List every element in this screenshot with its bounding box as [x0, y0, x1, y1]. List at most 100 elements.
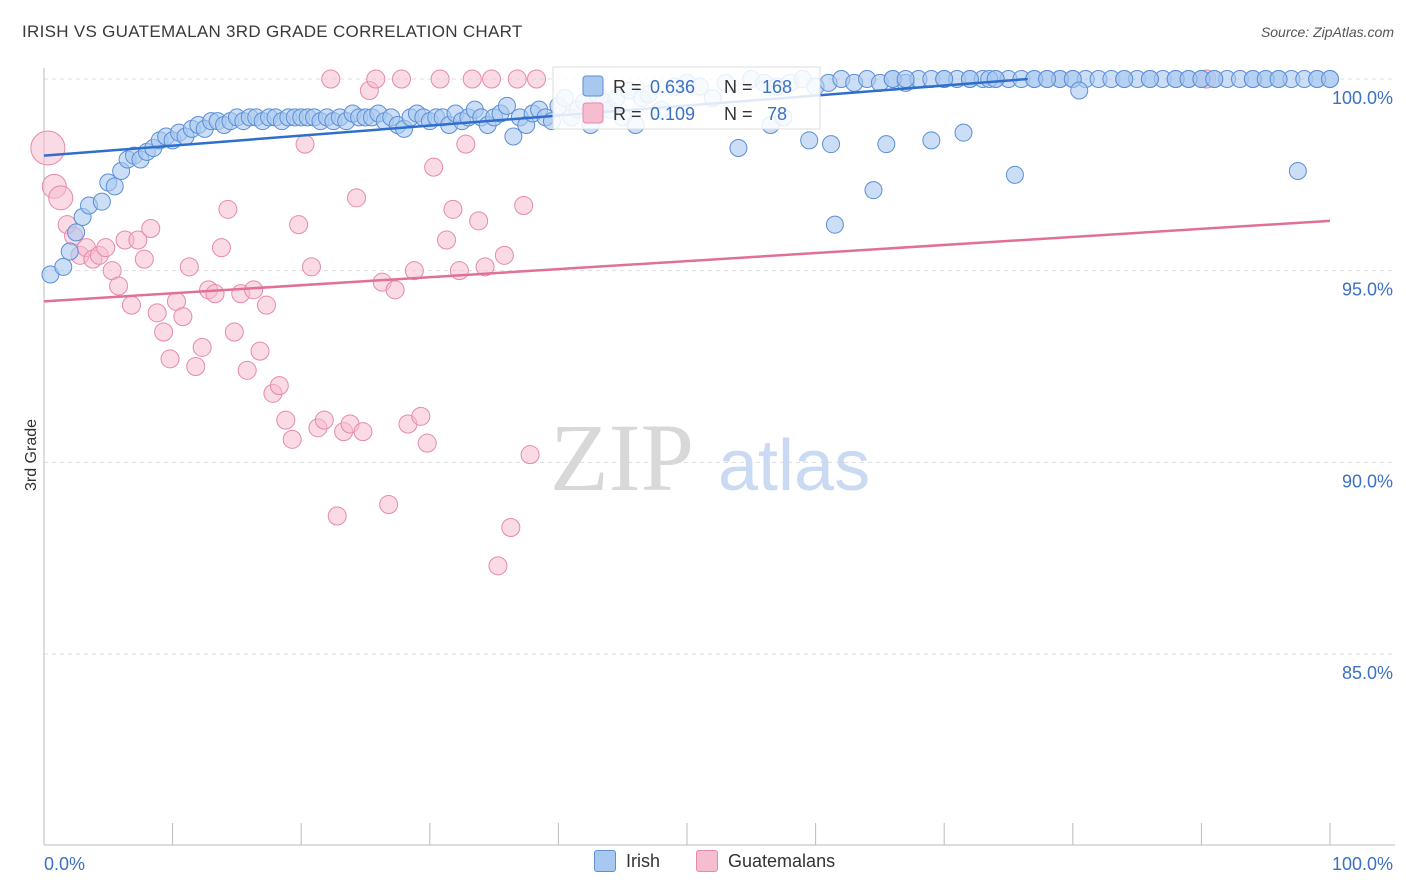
guatemalans-point	[494, 245, 514, 265]
guatemalans-trend-line	[43, 219, 1331, 303]
irish-point	[822, 135, 841, 154]
y-tick-label-100: 100.0%	[1332, 88, 1393, 108]
guatemalans-point	[205, 284, 225, 304]
guatemalans-point	[48, 185, 74, 211]
legend-label-irish: Irish	[626, 850, 661, 871]
guatemalans-point	[160, 349, 180, 369]
guatemalans-point	[462, 69, 482, 89]
guatemalans-point	[121, 295, 141, 315]
guatemalans-point	[128, 230, 148, 250]
guatemalans-point	[327, 506, 347, 526]
guat-r-value: 0.109	[650, 104, 695, 124]
irish-swatch	[582, 75, 604, 97]
irish-point	[60, 242, 79, 261]
guatemalans-point	[437, 230, 457, 250]
axes	[43, 68, 1395, 846]
guatemalans-point	[295, 134, 315, 154]
irish-r-value: 0.636	[650, 77, 695, 97]
guatemalans-point	[109, 276, 129, 296]
guatemalans-point	[256, 295, 276, 315]
guatemalans-point	[30, 130, 66, 166]
legend-label-guatemalans: Guatemalans	[728, 850, 836, 871]
irish-point	[1269, 70, 1288, 88]
guatemalans-point	[430, 69, 450, 89]
guatemalans-point	[527, 69, 547, 89]
x-tick-label-0: 0.0%	[44, 854, 85, 874]
guatemalans-point	[282, 429, 302, 449]
guatemalans-point	[501, 518, 521, 537]
irish-point	[54, 257, 73, 276]
guatemalans-point	[456, 134, 476, 154]
irish-point	[1288, 162, 1307, 180]
irish-n-label: N =	[724, 77, 753, 97]
guatemalans-point	[237, 360, 257, 380]
guatemalans-point	[507, 69, 527, 89]
guatemalans-point	[411, 406, 431, 426]
guatemalans-point	[134, 249, 154, 269]
irish-point	[954, 123, 973, 142]
guat-swatch	[582, 102, 604, 124]
guatemalans-point	[276, 410, 296, 430]
guat-n-value: 78	[762, 104, 787, 124]
irish-point	[1070, 81, 1089, 100]
guatemalans-point	[314, 410, 334, 430]
y-tick-label-85: 85.0%	[1342, 663, 1393, 683]
tick-labels: 85.0% 90.0% 95.0% 100.0% 0.0% 100.0%	[44, 88, 1393, 874]
guatemalans-point	[379, 495, 399, 514]
guatemalans-point	[475, 257, 495, 277]
chart-title: IRISH VS GUATEMALAN 3RD GRADE CORRELATIO…	[22, 22, 523, 41]
irish-r-label: R =	[613, 77, 642, 97]
irish-n-value: 168	[762, 77, 792, 97]
guatemalans-point	[186, 357, 206, 376]
irish-point	[1321, 70, 1339, 88]
guatemalans-point	[301, 257, 321, 277]
trend-lines	[43, 77, 1331, 303]
irish-point	[67, 223, 86, 242]
guatemalans-point	[154, 322, 174, 342]
guatemalans-point	[482, 69, 502, 89]
legend-item-guatemalans: Guatemalans	[696, 850, 835, 872]
guatemalans-point	[488, 556, 508, 576]
guatemalans-point	[211, 238, 231, 258]
irish-point	[986, 70, 1005, 88]
irish-point	[935, 70, 954, 88]
guatemalans-point	[385, 280, 405, 300]
guatemalans-point	[192, 337, 212, 357]
watermark-zip: ZIP	[550, 404, 694, 511]
irish-point	[1005, 165, 1024, 184]
irish-point	[864, 181, 883, 200]
irish-point	[800, 131, 819, 150]
irish-point	[877, 135, 896, 154]
guatemalans-point	[417, 433, 437, 453]
guatemalans-point	[443, 199, 463, 219]
irish-point	[825, 215, 844, 234]
guatemalans-point	[404, 261, 424, 281]
guatemalans-point	[392, 69, 412, 89]
irish-point	[1115, 70, 1134, 88]
guat-n-label: N =	[724, 104, 753, 124]
guatemalans-point	[321, 69, 341, 89]
irish-point	[504, 127, 523, 146]
source-label: Source: ZipAtlas.com	[1260, 24, 1394, 40]
guatemalans-point	[366, 69, 386, 89]
y-axis-label: 3rd Grade	[23, 419, 40, 491]
irish-point	[1140, 70, 1159, 88]
guatemalans-point	[224, 322, 244, 342]
stats-box: R = 0.636 N = 168 R = 0.109 N = 78	[552, 66, 821, 130]
guatemalans-point	[353, 422, 373, 442]
watermark-atlas: atlas	[718, 426, 870, 506]
guatemalans-point	[346, 188, 366, 208]
irish-point	[729, 139, 748, 157]
guatemalans-point	[218, 199, 238, 219]
y-tick-label-95: 95.0%	[1342, 280, 1393, 300]
guat-r-label: R =	[613, 104, 642, 124]
legend-swatch-irish	[594, 850, 616, 872]
irish-point	[922, 131, 941, 150]
legend-swatch-guatemalans	[696, 850, 719, 872]
irish-point	[896, 70, 915, 88]
guatemalans-point	[141, 219, 161, 238]
guatemalans-point	[269, 376, 289, 396]
x-tick-label-100: 100.0%	[1332, 854, 1393, 874]
irish-point	[497, 96, 516, 115]
